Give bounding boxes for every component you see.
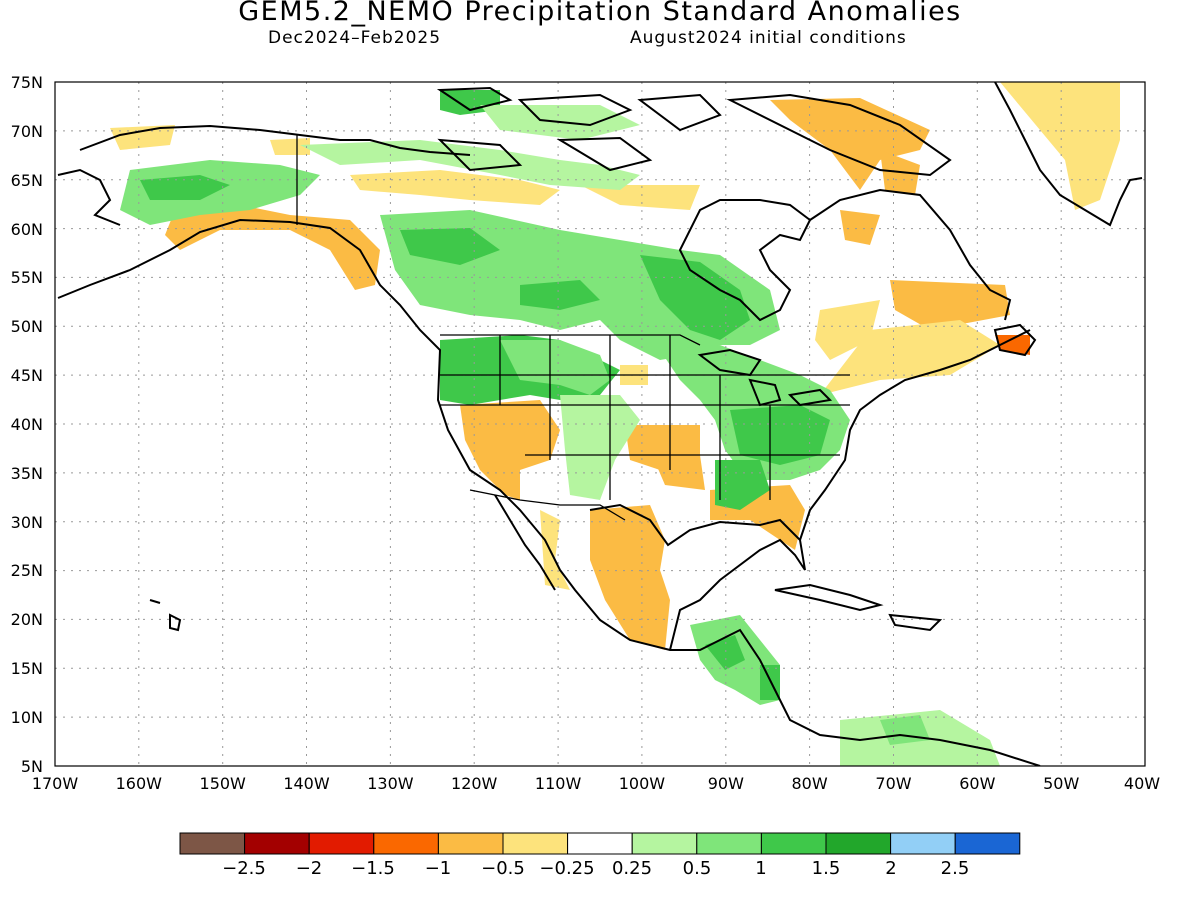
colorbar-label: −0.5 — [481, 858, 525, 879]
lat-label: 5N — [21, 757, 43, 776]
lon-label: 160W — [116, 774, 163, 793]
lat-label: 35N — [11, 464, 43, 483]
colorbar-swatch — [631, 832, 698, 855]
colorbar-label: 1 — [755, 858, 766, 879]
colorbar-swatch — [567, 832, 633, 855]
colorbar-label: 1.5 — [812, 858, 841, 879]
lat-label: 70N — [11, 122, 43, 141]
lon-label: 90W — [708, 774, 744, 793]
colorbar-label: 2.5 — [941, 858, 970, 879]
lat-label: 25N — [11, 561, 43, 580]
colorbar-label: −0.25 — [539, 858, 594, 879]
lat-label: 60N — [11, 220, 43, 239]
colorbar-label: 2 — [885, 858, 896, 879]
lat-label: 40N — [11, 415, 43, 434]
coastlines — [57, 82, 1143, 766]
lat-label: 65N — [11, 171, 43, 190]
colorbar-labels: −2.5 −2 −1.5 −1 −0.5 −0.25 0.25 0.5 1 1.… — [222, 858, 969, 879]
colorbar-label: 0.25 — [612, 858, 652, 879]
lon-label: 140W — [283, 774, 330, 793]
colorbar-swatch — [502, 832, 569, 855]
lat-label: 20N — [11, 610, 43, 629]
colorbar-label: −2.5 — [222, 858, 266, 879]
lon-label: 170W — [32, 774, 79, 793]
lat-label: 30N — [11, 513, 43, 532]
lon-label: 110W — [535, 774, 582, 793]
colorbar-swatch — [308, 832, 375, 855]
lat-label: 50N — [11, 317, 43, 336]
lon-label: 100W — [619, 774, 666, 793]
lat-label: 55N — [11, 268, 43, 287]
lat-label: 75N — [11, 73, 43, 92]
colorbar-label: −2 — [296, 858, 323, 879]
colorbar-swatch — [437, 832, 504, 855]
colorbar-swatch — [825, 832, 892, 855]
colorbar — [179, 832, 1021, 855]
lon-label: 120W — [451, 774, 498, 793]
lon-label: 150W — [200, 774, 247, 793]
initial-conditions: August2024 initial conditions — [630, 28, 907, 48]
forecast-period: Dec2024–Feb2025 — [268, 28, 442, 48]
lat-label: 45N — [11, 366, 43, 385]
lon-label: 70W — [875, 774, 911, 793]
colorbar-swatch — [373, 832, 439, 855]
colorbar-label: 0.5 — [683, 858, 712, 879]
colorbar-swatch — [696, 832, 762, 855]
colorbar-swatch — [890, 832, 956, 855]
colorbar-swatch — [179, 832, 246, 855]
latitude-labels: 75N 70N 65N 60N 55N 50N 45N 40N 35N 30N … — [11, 73, 43, 776]
lon-label: 60W — [959, 774, 995, 793]
map-frame — [54, 81, 1146, 767]
lon-label: 80W — [792, 774, 828, 793]
lon-label: 130W — [367, 774, 414, 793]
lat-label: 10N — [11, 708, 43, 727]
political-borders — [296, 135, 850, 521]
colorbar-label: −1.5 — [351, 858, 395, 879]
longitude-labels: 170W 160W 150W 140W 130W 120W 110W 100W … — [32, 774, 1160, 793]
chart-title: GEM5.2_NEMO Precipitation Standard Anoma… — [238, 0, 962, 27]
colorbar-swatch — [760, 832, 827, 855]
lat-label: 15N — [11, 659, 43, 678]
colorbar-swatch — [954, 832, 1021, 855]
lon-label: 50W — [1043, 774, 1079, 793]
colorbar-label: −1 — [425, 858, 452, 879]
lon-label: 40W — [1124, 774, 1160, 793]
colorbar-swatch — [244, 832, 310, 855]
